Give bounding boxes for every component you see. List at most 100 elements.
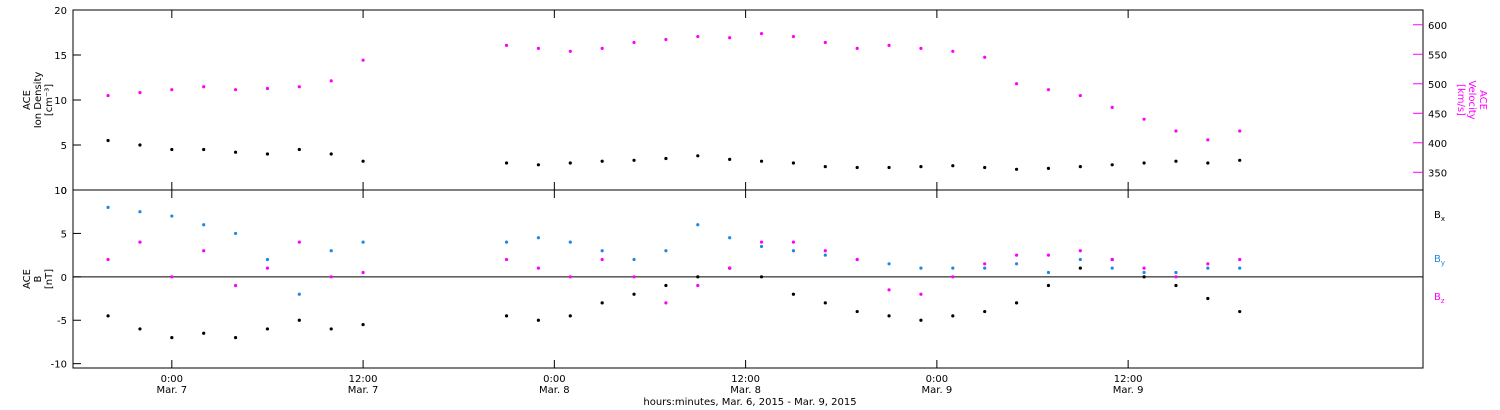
top-series-1-point xyxy=(632,40,636,45)
top-series-1-point xyxy=(823,40,827,45)
bottom-panel-frame xyxy=(72,189,1424,369)
top-series-0-point xyxy=(233,150,238,154)
bottom-left-ylabel-line3: [nT] xyxy=(44,269,55,289)
top-series-1-point xyxy=(265,86,270,91)
top-series-0-point xyxy=(1174,159,1178,163)
top-series-1-point xyxy=(1046,88,1051,92)
bottom-series-0-point xyxy=(759,275,764,279)
bottom-series-2-point xyxy=(1110,257,1114,262)
bottom-series-2-point xyxy=(202,249,206,253)
bottom-series-1-point xyxy=(632,257,636,262)
legend-label-y: By xyxy=(1434,254,1445,267)
bottom-series-2-point xyxy=(1206,262,1210,266)
bottom-series-1-point xyxy=(696,223,700,227)
bottom-series-2-point xyxy=(297,240,301,244)
axis-ticks xyxy=(73,9,1423,368)
top-right-ytick-label: 550 xyxy=(1428,50,1447,61)
bottom-series-0-point xyxy=(536,318,541,322)
bottom-series-2-point xyxy=(791,240,796,244)
bottom-series-0-point xyxy=(855,309,859,314)
top-series-1-point xyxy=(1014,82,1019,86)
top-series-0-point xyxy=(823,165,827,169)
top-left-ylabel: ACE Ion Density [cm⁻³] xyxy=(22,72,55,129)
top-series-0-point xyxy=(759,159,764,163)
x-tick-date-label: Mar. 7 xyxy=(156,385,187,396)
bottom-series-2-point xyxy=(233,283,238,288)
top-left-ylabel-line3: [cm⁻³] xyxy=(44,84,55,116)
legend-label-z: Bz xyxy=(1434,292,1445,305)
bottom-series-2-point xyxy=(855,257,859,262)
bottom-left-ytick-label: 10 xyxy=(54,186,67,197)
top-left-ytick-label: 10 xyxy=(54,96,67,107)
bottom-series-0-point xyxy=(361,322,365,327)
top-series-0-point xyxy=(1014,167,1019,171)
bottom-series-1-point xyxy=(106,205,110,209)
bottom-series-1-point xyxy=(791,249,796,253)
bottom-series-1-point xyxy=(664,249,668,253)
bottom-series-1-point xyxy=(202,223,206,227)
top-right-ytick-label: 450 xyxy=(1428,109,1447,120)
bottom-series-0-point xyxy=(823,301,827,305)
top-series-1-point xyxy=(1206,138,1210,142)
top-series-1-point xyxy=(919,46,923,50)
top-series-1-point xyxy=(106,93,110,98)
top-series-0-point xyxy=(1142,161,1146,165)
top-series-0-point xyxy=(568,161,572,165)
bottom-left-ytick-label: 5 xyxy=(61,229,67,240)
bottom-series-1-point xyxy=(1174,270,1178,275)
top-series-1-point xyxy=(951,49,955,53)
top-series-0-point xyxy=(1206,161,1210,165)
bottom-series-2-point xyxy=(265,266,270,270)
bottom-series-0-point xyxy=(664,283,668,288)
bottom-series-1-point xyxy=(568,240,572,244)
bottom-series-0-point xyxy=(1078,266,1082,270)
bottom-series-0-point xyxy=(233,336,238,340)
bottom-series-1-point xyxy=(1078,257,1082,262)
top-series-1-point xyxy=(791,34,796,39)
bottom-series-0-point xyxy=(696,275,700,279)
top-series-0-point xyxy=(983,165,987,170)
top-series-0-point xyxy=(1046,166,1051,170)
top-series-0-point xyxy=(1078,165,1082,169)
data-points xyxy=(106,32,1242,340)
top-series-1-point xyxy=(329,79,333,83)
top-right-ylabel: ACE Velocity [km/s] xyxy=(1455,80,1488,119)
bottom-series-1-point xyxy=(1110,266,1114,270)
top-series-0-point xyxy=(138,143,142,147)
top-right-ytick-label: 350 xyxy=(1428,168,1447,179)
top-series-0-point xyxy=(632,158,636,162)
top-series-1-point xyxy=(1174,129,1178,133)
top-series-1-point xyxy=(1110,105,1114,109)
top-series-1-point xyxy=(1238,129,1242,133)
bottom-series-2-point xyxy=(951,275,955,279)
top-series-0-point xyxy=(170,147,174,152)
bottom-series-0-point xyxy=(791,292,796,296)
top-series-1-point xyxy=(728,36,732,40)
top-series-1-point xyxy=(1078,93,1082,98)
top-series-1-point xyxy=(600,46,604,50)
top-right-ylabel-line3: [km/s] xyxy=(1455,84,1466,116)
top-series-0-point xyxy=(106,138,110,143)
x-tick-time-label: 12:00 xyxy=(349,374,378,385)
top-series-1-point xyxy=(983,55,987,59)
bottom-series-2-point xyxy=(1174,275,1178,279)
bottom-series-1-point xyxy=(1206,266,1210,270)
bottom-series-2-point xyxy=(600,257,604,262)
top-series-1-point xyxy=(202,85,206,89)
bottom-series-2-point xyxy=(1238,257,1242,262)
bottom-series-0-point xyxy=(170,336,174,340)
top-series-0-point xyxy=(728,157,732,161)
bottom-series-2-point xyxy=(329,275,333,279)
x-tick-date-label: Mar. 7 xyxy=(348,385,379,396)
bottom-left-ytick-label: -5 xyxy=(57,316,67,327)
x-tick-date-label: Mar. 9 xyxy=(1113,385,1144,396)
top-series-1-point xyxy=(696,34,700,39)
top-left-ylabel-line1: ACE xyxy=(22,90,33,110)
bottom-series-0-point xyxy=(887,314,891,318)
bottom-series-0-point xyxy=(951,314,955,318)
top-right-ytick-label: 600 xyxy=(1428,21,1447,32)
bottom-series-2-point xyxy=(536,266,541,270)
x-tick-time-label: 0:00 xyxy=(543,374,565,385)
top-series-0-point xyxy=(504,161,509,165)
bottom-series-2-point xyxy=(887,288,891,292)
